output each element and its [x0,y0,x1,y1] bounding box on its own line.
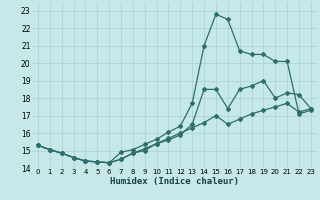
X-axis label: Humidex (Indice chaleur): Humidex (Indice chaleur) [110,177,239,186]
